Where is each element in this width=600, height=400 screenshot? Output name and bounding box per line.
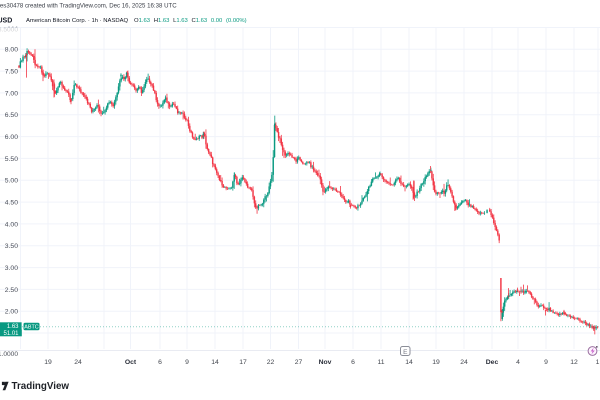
svg-text:11: 11 [377, 359, 384, 366]
svg-text:7.00: 7.00 [5, 90, 18, 97]
svg-text:1.63: 1.63 [7, 324, 19, 330]
svg-text:ABTC: ABTC [24, 324, 38, 330]
svg-text:8.00: 8.00 [5, 47, 18, 54]
svg-text:nes30478 created with TradingV: nes30478 created with TradingView.com, D… [0, 3, 177, 10]
svg-text:7.50: 7.50 [5, 69, 18, 76]
svg-text:8.5000: 8.5000 [0, 27, 18, 34]
svg-text:5.50: 5.50 [5, 156, 18, 163]
svg-text:14: 14 [405, 359, 413, 366]
svg-text:Nov: Nov [319, 359, 332, 366]
svg-text:1.0000: 1.0000 [0, 351, 18, 358]
svg-text:4.50: 4.50 [5, 200, 18, 207]
svg-text:5.00: 5.00 [5, 178, 18, 185]
svg-text:3.00: 3.00 [5, 265, 18, 272]
svg-text:4.00: 4.00 [5, 221, 18, 228]
svg-text:12: 12 [570, 359, 578, 366]
svg-text:6.50: 6.50 [5, 112, 18, 119]
svg-text:51.01: 51.01 [3, 331, 19, 337]
svg-text:2.50: 2.50 [5, 287, 18, 294]
svg-text:1: 1 [596, 359, 600, 366]
svg-text:14: 14 [211, 359, 219, 366]
svg-text:9: 9 [185, 359, 189, 366]
svg-text:6.00: 6.00 [5, 134, 18, 141]
svg-text:3.50: 3.50 [5, 243, 18, 250]
svg-text:19: 19 [44, 359, 52, 366]
svg-text:E: E [403, 349, 408, 356]
svg-text:6: 6 [351, 359, 355, 366]
svg-text:O1.63 H1.63 L1.63 C1.63 0.00 (: O1.63 H1.63 L1.63 C1.63 0.00 (0.00%) [134, 18, 247, 24]
svg-text:6: 6 [158, 359, 162, 366]
svg-text:17: 17 [239, 359, 247, 366]
svg-text:Dec: Dec [486, 359, 499, 366]
svg-text:4: 4 [516, 359, 520, 366]
svg-text:19: 19 [432, 359, 440, 366]
svg-text:24: 24 [74, 359, 82, 366]
svg-text:USD: USD [0, 17, 12, 24]
svg-text:27: 27 [295, 359, 303, 366]
svg-text:Oct: Oct [125, 359, 137, 366]
svg-text:2.00: 2.00 [5, 309, 18, 316]
svg-text:24: 24 [460, 359, 468, 366]
svg-text:American Bitcoin Corp. · 1h ·: American Bitcoin Corp. · 1h · NASDAQ [26, 18, 129, 24]
svg-text:22: 22 [267, 359, 275, 366]
svg-text:9: 9 [544, 359, 548, 366]
svg-text:TradingView: TradingView [12, 381, 70, 392]
